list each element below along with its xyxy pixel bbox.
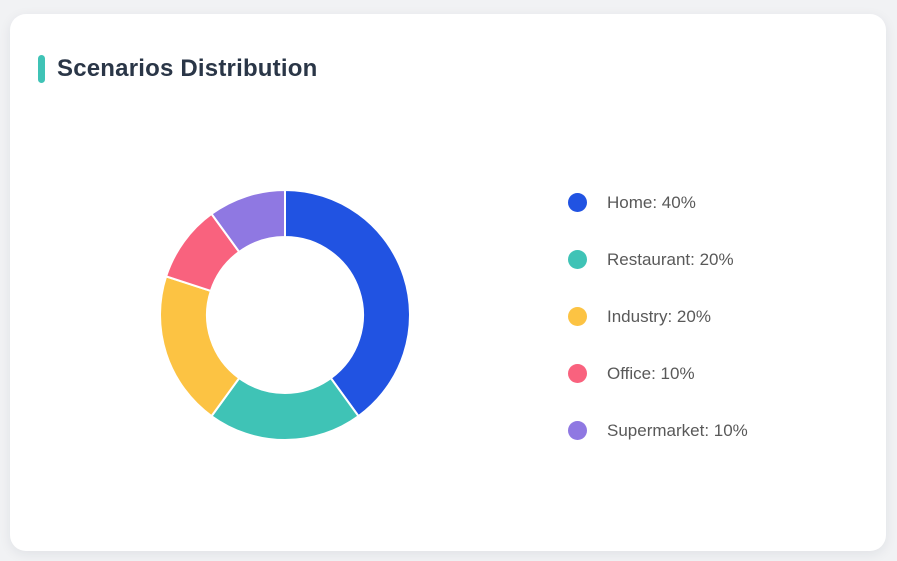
legend-label: Restaurant: 20% <box>607 249 734 269</box>
donut-segment-industry[interactable] <box>159 275 241 418</box>
donut-chart-svg <box>159 189 411 441</box>
legend-label: Home: 40% <box>607 192 696 212</box>
chart-legend: Home: 40% Restaurant: 20% Industry: 20% Off… <box>568 193 748 478</box>
legend-item-office[interactable]: Office: 10% <box>568 364 748 383</box>
legend-label: Supermarket: 10% <box>607 420 748 440</box>
card-header: Scenarios Distribution <box>38 55 317 83</box>
legend-item-home[interactable]: Home: 40% <box>568 193 748 212</box>
title-accent-bar <box>38 55 45 83</box>
legend-label: Industry: 20% <box>607 306 711 326</box>
page-title: Scenarios Distribution <box>57 55 318 82</box>
legend-dot-home <box>568 193 587 212</box>
legend-item-supermarket[interactable]: Supermarket: 10% <box>568 421 748 440</box>
legend-item-restaurant[interactable]: Restaurant: 20% <box>568 250 748 269</box>
donut-segment-home[interactable] <box>284 189 411 418</box>
donut-segment-supermarket[interactable] <box>210 189 286 253</box>
donut-chart <box>155 185 415 445</box>
legend-dot-supermarket <box>568 421 587 440</box>
legend-label: Office: 10% <box>607 363 695 383</box>
legend-dot-office <box>568 364 587 383</box>
scenarios-distribution-card: Scenarios Distribution Home: 40% Restaura… <box>10 14 886 551</box>
legend-dot-restaurant <box>568 250 587 269</box>
legend-item-industry[interactable]: Industry: 20% <box>568 307 748 326</box>
legend-dot-industry <box>568 307 587 326</box>
